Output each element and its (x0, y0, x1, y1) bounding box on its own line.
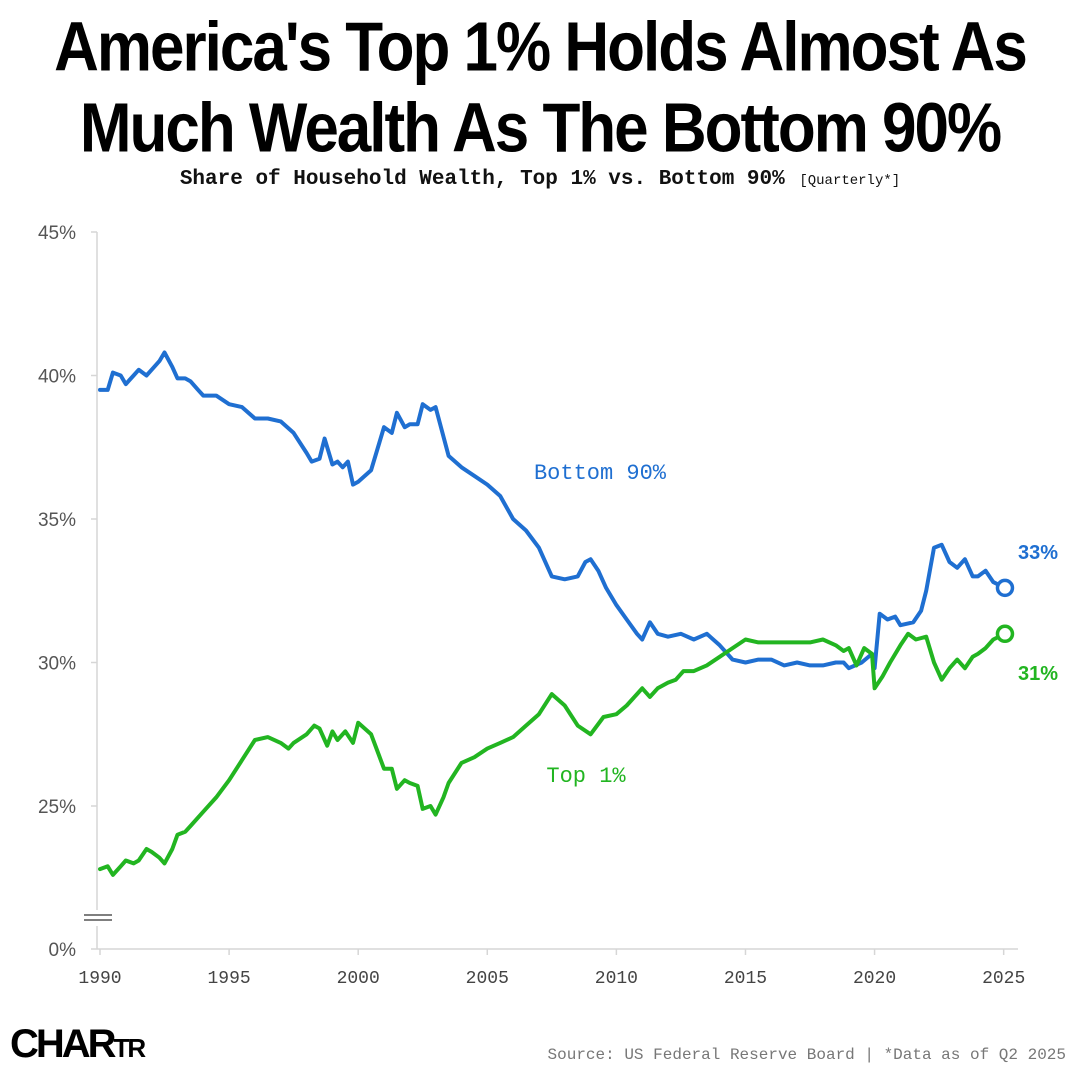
bottom-90-line-end-marker (995, 578, 1015, 598)
chart-subtitle: Share of Household Wealth, Top 1% vs. Bo… (0, 168, 1080, 191)
x-tick-label: 2020 (853, 969, 896, 989)
x-tick-label: 2010 (595, 969, 638, 989)
top-1-line (98, 631, 1007, 877)
x-tick-label: 2015 (724, 969, 767, 989)
bottom-90-label: Bottom 90% (534, 461, 667, 486)
chartr-logo: CHARTR (10, 1022, 146, 1066)
y-tick-label: 0% (49, 940, 77, 961)
x-tick-label: 1990 (78, 969, 121, 989)
y-tick-label: 45% (38, 223, 76, 244)
y-tick-label: 35% (38, 510, 76, 531)
x-tick-label: 2005 (466, 969, 509, 989)
bottom-90-line (98, 350, 1007, 671)
y-tick-label: 30% (38, 654, 76, 675)
source-note: Source: US Federal Reserve Board | *Data… (547, 1046, 1066, 1064)
chart-title-line2: Much Wealth As The Bottom 90% (79, 89, 1002, 168)
x-tick-label: 2025 (982, 969, 1025, 989)
chart-subtitle-text: Share of Household Wealth, Top 1% vs. Bo… (179, 168, 785, 191)
top-1-end-value: 31% (1018, 663, 1058, 685)
bottom-90-end-value: 33% (1018, 542, 1058, 564)
x-tick-label: 2000 (337, 969, 380, 989)
top-1-label: Top 1% (546, 764, 626, 789)
y-tick-label: 40% (38, 367, 76, 388)
top-1-line-end-marker (995, 624, 1015, 644)
chart-subtitle-note: [Quarterly*] (799, 173, 901, 189)
chart-title-line1: America's Top 1% Holds Almost As (54, 9, 1028, 87)
chart-title: America's Top 1% Holds Almost As Much We… (0, 8, 1080, 169)
x-tick-label: 1995 (207, 969, 250, 989)
y-tick-label: 25% (38, 797, 76, 818)
